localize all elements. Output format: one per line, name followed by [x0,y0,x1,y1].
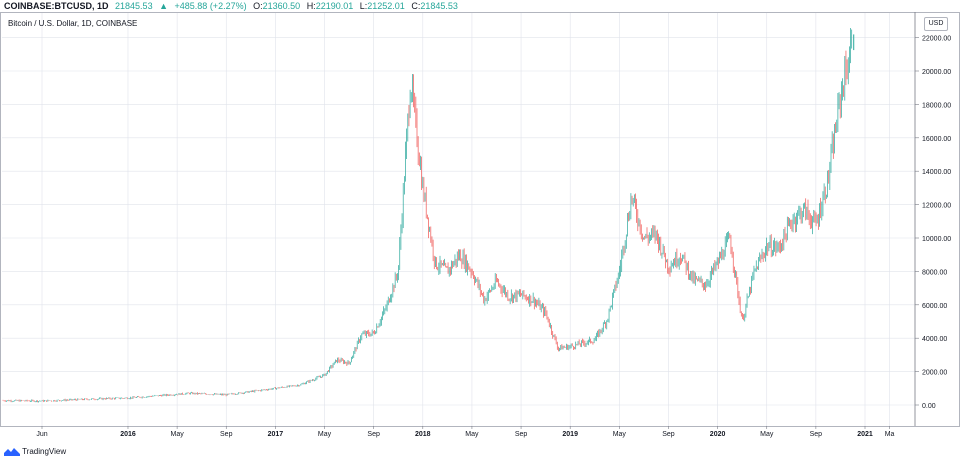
y-tick-label: 8000.00 [922,269,947,276]
high-value: 22190.01 [315,1,354,11]
y-tick-label: 0.00 [922,403,936,410]
symbol-header: COINBASE:BTCUSD, 1D 21845.53 ▲ +485.88 (… [4,0,462,12]
x-tick-label: Sep [367,431,380,438]
x-tick-label: Sep [515,431,528,438]
x-tick-label: Ma [885,431,895,438]
brand-label: TradingView [22,447,67,456]
price-chart[interactable]: 0.00 2000.00 4000.00 6000.00 8000.00 10000.00… [0,12,960,463]
y-tick-label: 18000.00 [922,102,951,109]
chart-frame[interactable]: 0.00 2000.00 4000.00 6000.00 8000.00 10000.00… [0,12,960,463]
currency-button[interactable]: USD [924,17,948,31]
low-label: L: [359,1,368,11]
x-tick-label: Sep [810,431,823,438]
x-tick-label: May [465,431,479,438]
x-tick-label: May [613,431,627,438]
y-tick-label: 14000.00 [922,169,951,176]
x-tick-label: May [760,431,774,438]
close-value: 21845.53 [420,1,458,11]
footer-brand: TradingView [4,446,66,458]
change-arrow-icon: ▲ [159,1,169,11]
close-label: C: [411,1,421,11]
y-tick-label: 20000.00 [922,69,951,76]
x-tick-label: 2017 [268,431,284,438]
x-tick-label: Jun [36,431,47,438]
x-tick-label: 2020 [710,431,726,438]
last-price: 21845.53 [115,1,153,11]
y-tick-label: 10000.00 [922,236,951,243]
symbol-label: COINBASE:BTCUSD, 1D [4,1,109,11]
y-tick-label: 4000.00 [922,336,947,343]
x-tick-label: 2018 [415,431,431,438]
high-label: H: [306,1,316,11]
low-value: 21252.01 [367,1,405,11]
y-tick-label: 2000.00 [922,370,947,377]
x-tick-label: May [318,431,332,438]
y-tick-label: 6000.00 [922,303,947,310]
price-change: +485.88 (+2.27%) [174,1,247,11]
y-tick-label: 12000.00 [922,203,951,210]
y-tick-label: 16000.00 [922,136,951,143]
x-tick-label: May [171,431,185,438]
chart-legend-title: Bitcoin / U.S. Dollar, 1D, COINBASE [8,19,138,28]
tradingview-logo-icon [4,448,20,457]
y-tick-label: 22000.00 [922,36,951,43]
x-tick-label: Sep [662,431,675,438]
x-tick-label: 2019 [562,431,578,438]
open-label: O: [253,1,263,11]
x-tick-label: 2021 [857,431,873,438]
x-tick-label: 2016 [120,431,136,438]
open-value: 21360.50 [262,1,301,11]
x-tick-label: Sep [220,431,233,438]
